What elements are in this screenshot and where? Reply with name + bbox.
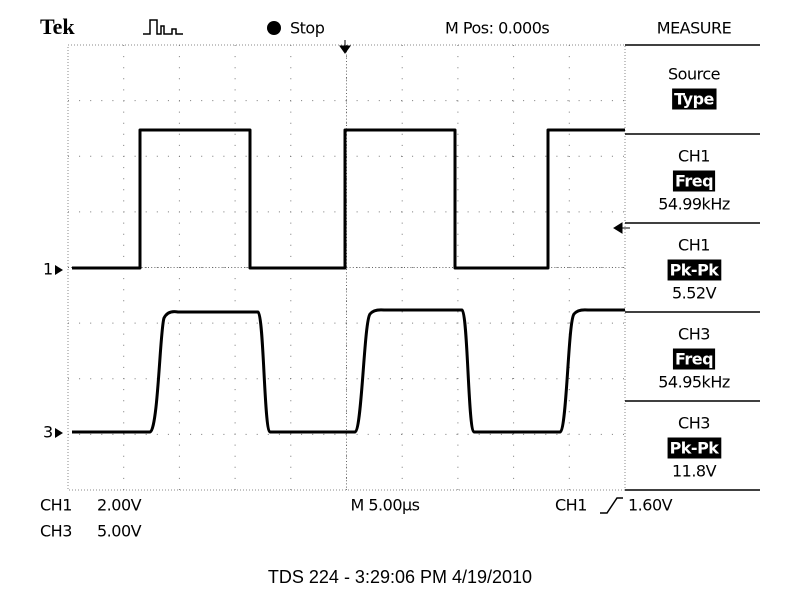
measure-value: 5.52V <box>672 284 717 303</box>
measure-title: Source <box>668 65 720 84</box>
trigger-level: 1.60V <box>628 496 673 515</box>
measure-type-highlight <box>667 437 722 459</box>
ch1-trace <box>72 128 625 270</box>
measure-value: 54.95kHz <box>658 373 730 392</box>
measure-panel: Source Type CH1 Freq 54.99kHz CH1 Pk-Pk 5.52V CH… <box>625 44 760 491</box>
measure-type-highlight <box>672 88 717 110</box>
trigger-source: CH1 <box>555 496 587 515</box>
ch1-label: CH1 <box>40 496 72 515</box>
ch3-label: CH3 <box>40 522 72 541</box>
measure-type: Type <box>674 90 714 109</box>
run-indicator <box>267 21 281 35</box>
measure-title: CH3 <box>678 414 710 433</box>
measure-type-highlight <box>672 170 716 192</box>
measure-type: Freq <box>675 172 713 191</box>
measure-title: CH1 <box>678 147 710 166</box>
trigger-slope-icon <box>600 497 623 514</box>
ch3-marker: 3 <box>43 423 53 442</box>
run-status: Stop <box>290 19 325 38</box>
horizontal-position: M Pos: 0.000s <box>445 19 549 38</box>
ch1-marker: 1 <box>43 260 53 279</box>
ch3-trace <box>72 308 625 434</box>
measure-type: Pk-Pk <box>670 261 720 280</box>
ch3-marker-arrow <box>55 428 63 438</box>
ch1-marker-arrow <box>55 265 63 275</box>
measure-type-highlight <box>672 348 716 370</box>
measure-title: CH3 <box>678 325 710 344</box>
ch1-scale: 2.00V <box>97 496 142 515</box>
brand: Tek <box>40 14 75 39</box>
measure-type: Pk-Pk <box>670 439 720 458</box>
footer: TDS 224 - 3:29:06 PM 4/19/2010 <box>268 567 532 587</box>
trigger-position-marker <box>339 40 351 54</box>
measure-title: CH1 <box>678 236 710 255</box>
ch3-scale: 5.00V <box>97 522 142 541</box>
measure-type-highlight <box>667 259 722 281</box>
measure-value: 11.8V <box>672 462 717 481</box>
menu-title: MEASURE <box>657 19 732 38</box>
measure-type: Freq <box>675 350 713 369</box>
trigger-icon <box>143 19 183 35</box>
timebase: M 5.00µs <box>350 496 419 515</box>
measure-value: 54.99kHz <box>658 195 730 214</box>
trigger-level-marker <box>613 222 630 234</box>
